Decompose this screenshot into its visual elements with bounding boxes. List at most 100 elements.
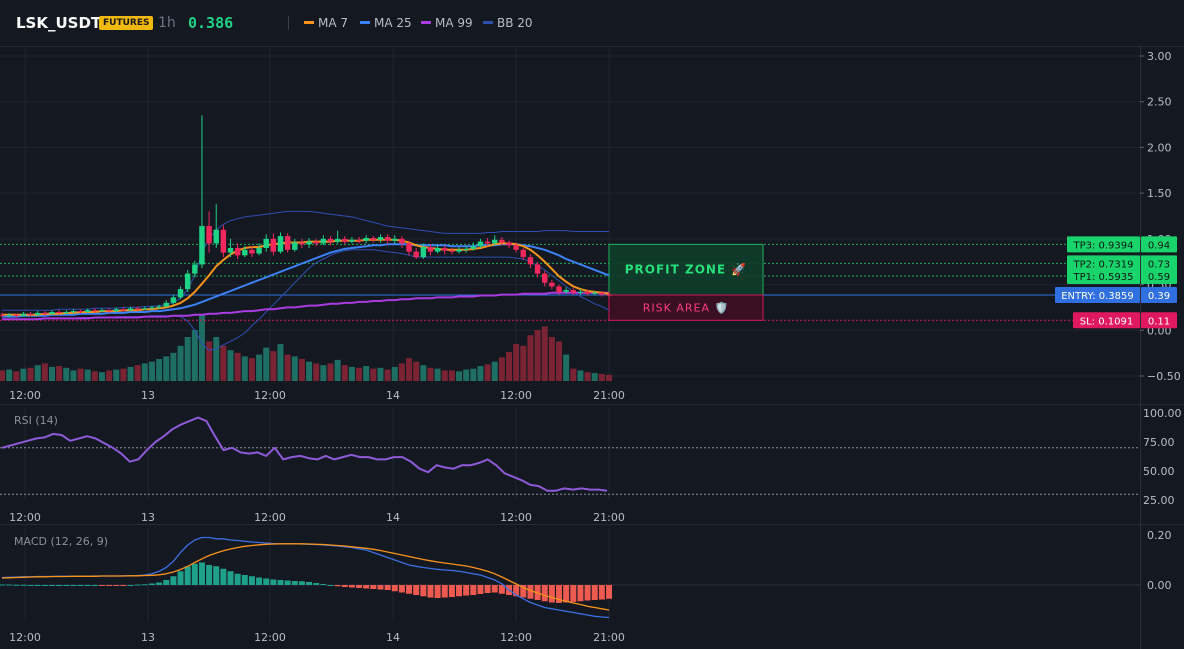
macd-histogram-bar xyxy=(577,585,584,602)
macd-histogram-bar xyxy=(320,584,327,585)
volume-bar xyxy=(606,374,612,381)
tp3-axis-label-bg xyxy=(1141,236,1177,253)
macd-histogram-bar xyxy=(420,585,427,597)
macd-histogram-bar xyxy=(498,585,505,594)
volume-bar xyxy=(256,354,263,381)
candle-body xyxy=(606,294,612,296)
y-tick-label: 1.50 xyxy=(1147,187,1172,200)
macd-histogram-bar xyxy=(448,585,455,597)
volume-bar xyxy=(456,371,463,381)
x-tick-label: 14 xyxy=(386,389,400,402)
y-tick-label: −0.50 xyxy=(1147,370,1181,383)
macd-histogram-bar xyxy=(256,577,263,585)
volume-bar xyxy=(63,367,70,381)
candle-body xyxy=(49,312,55,314)
legend-bb20[interactable]: BB 20 xyxy=(483,16,533,30)
volume-bar xyxy=(13,371,20,381)
x-tick-label: 14 xyxy=(386,511,400,524)
macd-histogram-bar xyxy=(184,566,191,585)
x-tick-label: 12:00 xyxy=(254,389,286,402)
candle-body xyxy=(170,297,177,303)
macd-histogram-bar xyxy=(27,585,34,586)
y-tick-label: 2.00 xyxy=(1147,141,1172,154)
x-tick-label: 13 xyxy=(141,631,155,644)
candle-body xyxy=(263,238,269,248)
candle-body xyxy=(199,226,205,265)
volume-bar xyxy=(77,368,84,381)
candle-body xyxy=(520,249,527,258)
tp1-label: TP1: 0.5935 xyxy=(1072,272,1133,283)
volume-bar xyxy=(527,335,534,381)
volume-bar xyxy=(27,367,34,381)
candle-body xyxy=(177,289,184,298)
candle-body xyxy=(277,236,284,252)
volume-bar xyxy=(477,366,484,381)
candle-body xyxy=(477,241,484,247)
macd-title: MACD (12, 26, 9) xyxy=(14,535,108,548)
macd-histogram-bar xyxy=(170,576,177,585)
legend-ma7[interactable]: MA 7 xyxy=(304,16,348,30)
price-axis-border xyxy=(1140,46,1141,649)
volume-bar xyxy=(384,369,391,381)
volume-bar xyxy=(156,359,163,381)
macd-histogram-bar xyxy=(441,585,448,598)
futures-badge: FUTURES xyxy=(99,16,154,30)
volume-bar xyxy=(334,359,341,381)
macd-histogram-bar xyxy=(84,585,91,586)
macd-histogram-bar xyxy=(591,585,598,600)
candle-body xyxy=(456,249,462,252)
entry-axis-label: 0.39 xyxy=(1148,291,1170,302)
candle-body xyxy=(256,248,262,254)
volume-bar xyxy=(20,368,27,381)
volume-bar xyxy=(448,370,455,381)
macd-histogram-bar xyxy=(206,565,213,585)
candle-body xyxy=(413,251,419,258)
candle-body xyxy=(320,238,327,244)
volume-bar xyxy=(48,366,55,381)
candle-body xyxy=(142,308,148,310)
macd-histogram-bar xyxy=(48,585,55,586)
x-tick-label: 12:00 xyxy=(500,631,532,644)
macd-histogram-bar xyxy=(477,585,484,594)
macd-histogram-bar xyxy=(406,585,413,594)
volume-bar xyxy=(577,370,584,381)
y-tick-label: 2.50 xyxy=(1147,96,1172,109)
macd-histogram-bar xyxy=(556,585,563,603)
candle-body xyxy=(20,313,27,316)
legend-ma25[interactable]: MA 25 xyxy=(360,16,412,30)
volume-bar xyxy=(513,344,520,381)
candle-body xyxy=(342,238,348,242)
volume-bar xyxy=(377,367,384,381)
candle-body xyxy=(442,248,448,251)
volume-bar xyxy=(56,366,63,381)
volume-bar xyxy=(541,326,548,381)
macd-histogram-bar xyxy=(563,585,570,603)
volume-bar xyxy=(434,368,441,381)
candle-body xyxy=(27,313,34,315)
x-tick-label: 12:00 xyxy=(500,511,532,524)
legend-ma99[interactable]: MA 99 xyxy=(421,16,473,30)
volume-bar xyxy=(91,371,98,381)
volume-bar xyxy=(584,372,591,381)
volume-bar xyxy=(341,365,348,381)
macd-histogram-bar xyxy=(163,580,170,585)
candle-body xyxy=(13,314,19,316)
timeframe-label[interactable]: 1h xyxy=(158,15,176,31)
symbol-label[interactable]: LSK_USDT xyxy=(16,14,102,32)
macd-histogram-bar xyxy=(134,584,141,586)
candle-body xyxy=(42,312,48,314)
candle-body xyxy=(127,308,134,311)
volume-bar xyxy=(98,372,105,381)
y-tick-label: 3.00 xyxy=(1147,50,1172,63)
risk-area-label: RISK AREA 🛡️ xyxy=(643,302,729,315)
macd-histogram-bar xyxy=(263,578,270,585)
macd-histogram-bar xyxy=(198,562,205,585)
macd-histogram-bar xyxy=(298,581,305,585)
volume-bar xyxy=(398,363,405,381)
candle-body xyxy=(149,307,155,309)
tp1-label-bg xyxy=(1067,268,1140,285)
sl-label: SL: 0.1091 xyxy=(1080,316,1133,327)
x-tick-label: 13 xyxy=(141,389,155,402)
candle-body xyxy=(584,291,591,294)
